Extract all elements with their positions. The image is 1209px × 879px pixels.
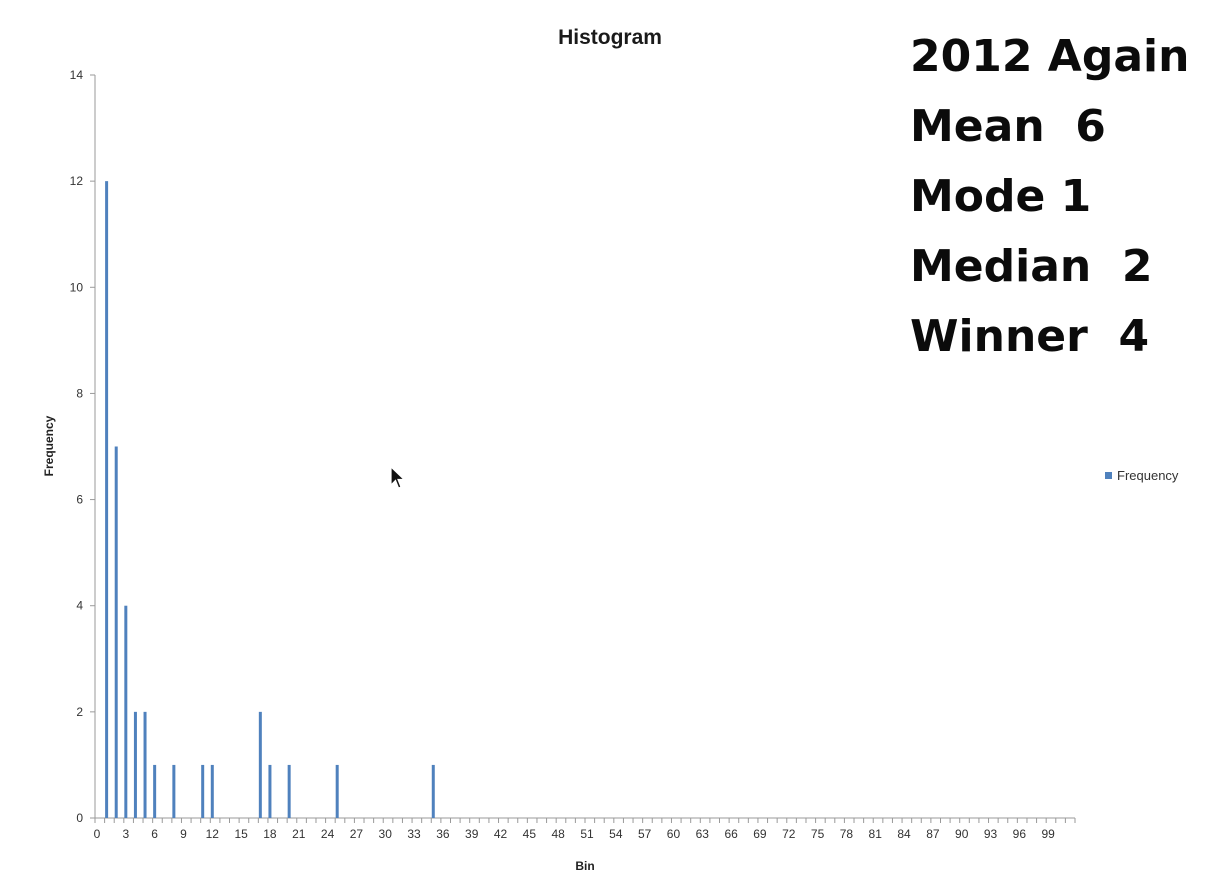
histogram-bar xyxy=(105,181,109,819)
x-axis-label: Bin xyxy=(575,859,594,873)
x-tick-label: 63 xyxy=(696,827,710,841)
x-tick-label: 3 xyxy=(122,827,129,841)
x-tick-label: 87 xyxy=(926,827,940,841)
chart-title: Histogram xyxy=(558,26,662,49)
arrow-cursor-icon xyxy=(390,466,406,489)
histogram-bar xyxy=(268,764,272,818)
x-tick-label: 96 xyxy=(1013,827,1027,841)
x-tick-label: 81 xyxy=(869,827,883,841)
x-tick-label: 33 xyxy=(407,827,421,841)
x-tick-label: 66 xyxy=(724,827,738,841)
x-tick-label: 90 xyxy=(955,827,969,841)
x-tick-label: 60 xyxy=(667,827,681,841)
histogram-bar xyxy=(133,711,137,818)
stats-panel: 2012 Again Mean 6 Mode 1 Median 2 Winner… xyxy=(910,22,1189,372)
histogram-bar xyxy=(153,764,157,818)
x-tick-label: 0 xyxy=(94,827,101,841)
x-tick-label: 15 xyxy=(234,827,248,841)
x-tick-label: 75 xyxy=(811,827,825,841)
x-tick-label: 42 xyxy=(494,827,508,841)
x-tick-label: 6 xyxy=(151,827,158,841)
histogram-bar xyxy=(335,764,339,818)
stat-heading: 2012 Again xyxy=(910,31,1190,82)
y-tick-label: 10 xyxy=(70,280,84,294)
histogram-bar xyxy=(258,711,262,818)
histogram-bar xyxy=(201,764,205,818)
histogram-bar xyxy=(287,764,291,818)
stat-winner: Winner 4 xyxy=(910,311,1150,362)
x-tick-label: 84 xyxy=(897,827,911,841)
y-tick-label: 0 xyxy=(76,811,83,825)
x-tick-label: 45 xyxy=(523,827,537,841)
histogram-bar xyxy=(143,711,147,818)
stat-mode: Mode 1 xyxy=(910,171,1092,222)
x-axis: 0 3 6 9 12 15 18 21 24 27 30 33 36 39 42 45 48 51 54 57 60 63… xyxy=(94,817,1076,841)
x-tick-label: 99 xyxy=(1041,827,1055,841)
x-tick-label: 24 xyxy=(321,827,335,841)
x-tick-label: 12 xyxy=(206,827,220,841)
x-tick-label: 93 xyxy=(984,827,998,841)
histogram-bar xyxy=(210,764,214,818)
y-tick-label: 8 xyxy=(76,386,83,400)
x-tick-label: 27 xyxy=(350,827,364,841)
histogram-bar xyxy=(114,446,118,818)
x-tick-label: 57 xyxy=(638,827,652,841)
x-tick-label: 18 xyxy=(263,827,277,841)
y-axis: 0 2 4 6 8 10 12 14 xyxy=(70,68,96,825)
y-tick-label: 12 xyxy=(70,174,84,188)
y-axis-label: Frequency xyxy=(42,415,56,476)
stat-mean: Mean 6 xyxy=(910,101,1106,152)
histogram-bar xyxy=(172,764,176,818)
x-tick-label: 21 xyxy=(292,827,306,841)
histogram-bar xyxy=(431,764,435,818)
x-tick-label: 51 xyxy=(580,827,594,841)
y-tick-label: 4 xyxy=(76,599,83,613)
legend-swatch xyxy=(1105,472,1112,479)
bars-group xyxy=(105,181,435,819)
x-tick-label: 48 xyxy=(551,827,565,841)
histogram-bar xyxy=(124,605,128,818)
stat-median: Median 2 xyxy=(910,241,1153,292)
x-tick-label: 36 xyxy=(436,827,450,841)
x-tick-label: 69 xyxy=(753,827,767,841)
x-tick-label: 78 xyxy=(840,827,854,841)
x-tick-label: 54 xyxy=(609,827,623,841)
legend: Frequency xyxy=(1105,468,1179,483)
y-tick-label: 14 xyxy=(70,68,84,82)
x-tick-label: 72 xyxy=(782,827,796,841)
legend-label: Frequency xyxy=(1117,468,1179,483)
x-tick-label: 39 xyxy=(465,827,479,841)
y-tick-label: 6 xyxy=(76,493,83,507)
x-tick-label: 9 xyxy=(180,827,187,841)
y-tick-label: 2 xyxy=(76,705,83,719)
x-tick-label: 30 xyxy=(379,827,393,841)
